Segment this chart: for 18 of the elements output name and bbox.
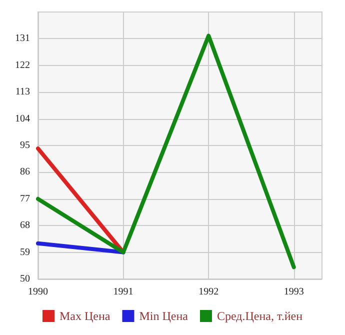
x-tick-label: 1990 [28, 286, 48, 298]
y-tick-label: 113 [15, 86, 30, 98]
y-tick-label: 131 [15, 33, 30, 44]
y-tick-label: 77 [20, 193, 30, 204]
x-tick-label: 1991 [113, 286, 134, 298]
y-tick-label: 104 [15, 113, 30, 124]
line-series [36, 34, 296, 270]
y-tick-label: 68 [20, 220, 30, 232]
legend-label: Min Цена [139, 309, 189, 323]
x-tick-label: 1993 [284, 286, 304, 298]
y-tick-label: 95 [20, 140, 30, 151]
y-tick-label: 50 [20, 274, 30, 284]
legend-label: Max Цена [59, 309, 111, 323]
y-tick-label: 86 [20, 166, 30, 178]
y-tick-label: 59 [20, 246, 30, 258]
legend-label: Сред.Цена, т.йен [216, 309, 304, 323]
x-tick-label: 1992 [198, 286, 219, 298]
y-tick-label: 122 [15, 60, 30, 71]
